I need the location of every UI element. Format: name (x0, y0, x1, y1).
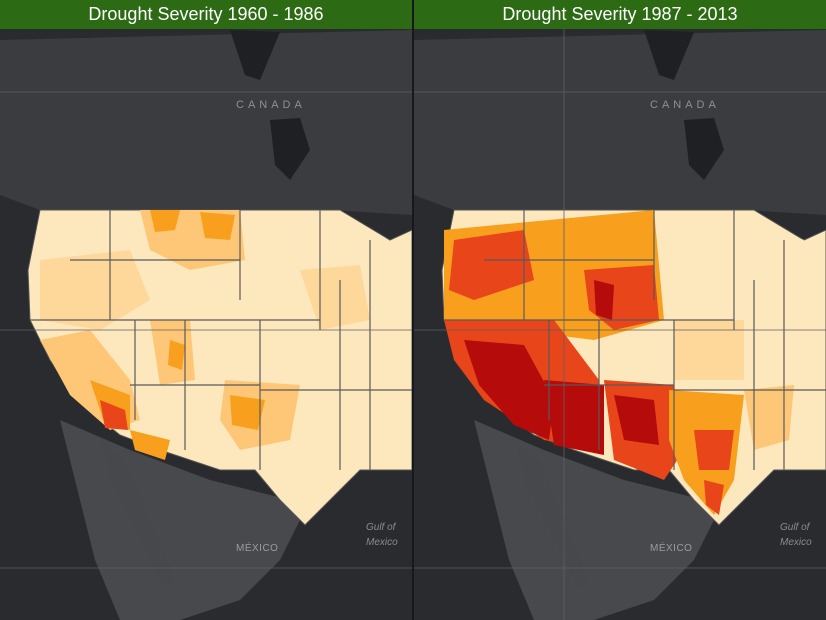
map-panel-1960-1986: Drought Severity 1960 - 1986 (0, 0, 412, 620)
label-gulf-line1: Gulf of (366, 522, 397, 533)
state-boundaries (30, 210, 412, 470)
canada-landmass (0, 30, 412, 215)
panel-divider (412, 0, 414, 620)
map-panel-1987-2013: Drought Severity 1987 - 2013 (414, 0, 826, 620)
canada-landmass (414, 30, 826, 215)
usa-drought-layer (27, 209, 412, 526)
panel-title: Drought Severity 1960 - 1986 (0, 0, 412, 29)
label-canada: CANADA (236, 99, 306, 111)
label-gulf-line2: Mexico (366, 537, 398, 548)
panel-title: Drought Severity 1987 - 2013 (414, 0, 826, 29)
usa-drought-layer (441, 209, 826, 526)
label-canada: CANADA (650, 99, 720, 111)
label-gulf-line1: Gulf of (780, 522, 811, 533)
label-mexico: MÉXICO (236, 541, 278, 554)
graticule (0, 91, 412, 569)
baja-peninsula (100, 440, 175, 590)
state-boundaries (444, 210, 826, 470)
baja-peninsula (514, 440, 589, 590)
drought-map-1987-2013[interactable]: CANADA MÉXICO Gulf of Mexico (414, 29, 826, 620)
drought-map-1960-1986[interactable]: CANADA MÉXICO Gulf of Mexico (0, 29, 412, 620)
label-gulf-line2: Mexico (780, 537, 812, 548)
canada-islands (230, 30, 280, 80)
label-mexico: MÉXICO (650, 541, 692, 554)
graticule (414, 29, 826, 620)
